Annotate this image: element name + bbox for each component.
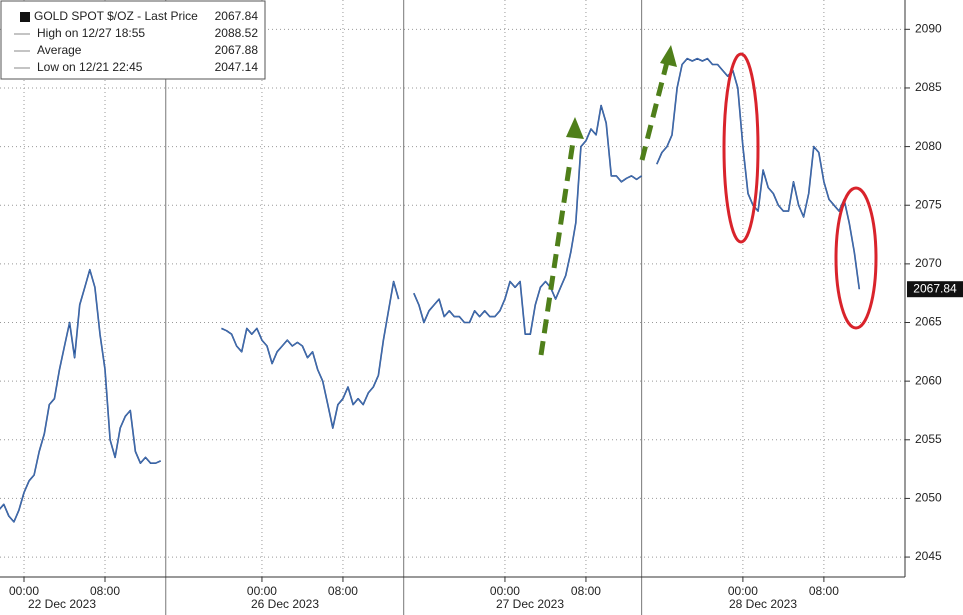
date-label: 26 Dec 2023	[251, 597, 319, 611]
trend-arrow	[639, 61, 670, 161]
legend-label: GOLD SPOT $/OZ - Last Price	[34, 9, 198, 23]
x-tick-label: 08:00	[809, 584, 839, 598]
y-tick-label: 2080	[915, 139, 942, 153]
legend-value: 2088.52	[215, 26, 259, 40]
date-label: 22 Dec 2023	[28, 597, 96, 611]
legend-swatch	[20, 12, 30, 22]
legend: GOLD SPOT $/OZ - Last Price 2067.84 High o…	[0, 0, 266, 80]
y-tick-label: 2060	[915, 373, 942, 387]
y-tick-label: 2065	[915, 315, 942, 329]
arrow-head	[660, 45, 677, 67]
date-label: 27 Dec 2023	[496, 597, 564, 611]
y-tick-label: 2070	[915, 256, 942, 270]
legend-label: High on 12/27 18:55	[37, 26, 145, 40]
x-tick-label: 00:00	[247, 584, 277, 598]
y-tick-label: 2050	[915, 491, 942, 505]
arrow-head	[566, 117, 584, 139]
x-tick-label: 08:00	[571, 584, 601, 598]
legend-value: 2067.88	[215, 43, 259, 57]
last-price-label: 2067.84	[913, 281, 957, 295]
y-tick-label: 2090	[915, 21, 942, 35]
legend-label: Average	[37, 43, 82, 57]
legend-label: Low on 12/21 22:45	[37, 60, 143, 74]
legend-value: 2047.14	[215, 60, 259, 74]
trend-arrow	[538, 134, 577, 356]
legend-box	[0, 0, 266, 80]
x-tick-label: 00:00	[728, 584, 758, 598]
grid-layer	[0, 0, 905, 615]
y-tick-label: 2085	[915, 80, 942, 94]
annotations	[538, 45, 878, 356]
x-tick-label: 08:00	[328, 584, 358, 598]
y-tick-label: 2055	[915, 432, 942, 446]
x-tick-label: 08:00	[90, 584, 120, 598]
highlight-ellipse	[722, 52, 760, 244]
x-tick-label: 00:00	[9, 584, 39, 598]
date-label: 28 Dec 2023	[729, 597, 797, 611]
last-price-tag	[907, 281, 963, 298]
x-tick-label: 00:00	[490, 584, 520, 598]
y-tick-label: 2045	[915, 549, 942, 563]
price-line-highlight	[0, 58, 860, 523]
line-layer	[0, 57, 861, 523]
legend-value: 2067.84	[215, 9, 259, 23]
highlight-ellipse	[834, 186, 878, 330]
y-tick-label: 2075	[915, 197, 942, 211]
